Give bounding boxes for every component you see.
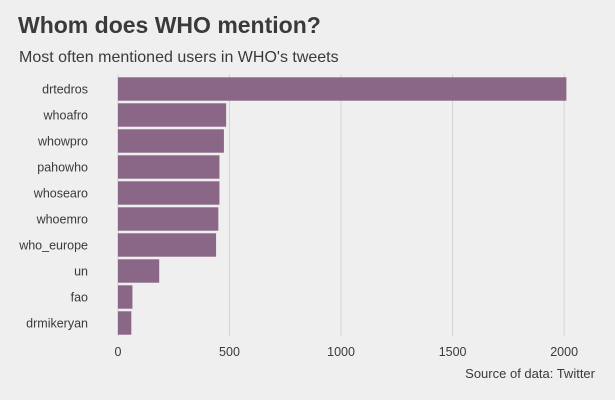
category-labels: drtedros whoafro whowpro pahowho whosearo who… [18, 83, 88, 331]
category-label-un: un [74, 265, 88, 279]
bar-un [117, 259, 160, 283]
bar-whoemro [117, 207, 219, 231]
bar-fao [117, 285, 133, 309]
category-label-whoemro: whoemro [36, 213, 88, 227]
bar-whowpro [117, 129, 224, 153]
x-axis-ticks: 0 500 1000 1500 2000 [114, 345, 578, 359]
category-label-drtedros: drtedros [42, 83, 88, 97]
bar-who_europe [117, 233, 217, 257]
x-tick-label-0: 0 [114, 345, 121, 359]
source-caption: Source of data: Twitter [465, 366, 595, 381]
bars [117, 77, 567, 335]
category-label-whoafro: whoafro [43, 109, 89, 123]
category-label-drmikeryan: drmikeryan [26, 317, 88, 331]
x-tick-label-1500: 1500 [439, 345, 467, 359]
bar-whosearo [117, 181, 220, 205]
category-label-fao: fao [71, 291, 88, 305]
x-tick-label-2000: 2000 [550, 345, 578, 359]
x-tick-label-500: 500 [219, 345, 240, 359]
category-label-whowpro: whowpro [37, 135, 88, 149]
bar-drmikeryan [117, 311, 132, 335]
x-tick-label-1000: 1000 [327, 345, 355, 359]
bar-drtedros [117, 77, 567, 101]
category-label-pahowho: pahowho [37, 161, 88, 175]
chart-subtitle: Most often mentioned users in WHO's twee… [19, 49, 339, 66]
bar-pahowho [117, 155, 220, 179]
chart-title: Whom does WHO mention? [18, 12, 321, 38]
category-label-whosearo: whosearo [33, 187, 88, 201]
bar-whoafro [117, 103, 227, 127]
category-label-who_europe: who_europe [18, 239, 88, 253]
